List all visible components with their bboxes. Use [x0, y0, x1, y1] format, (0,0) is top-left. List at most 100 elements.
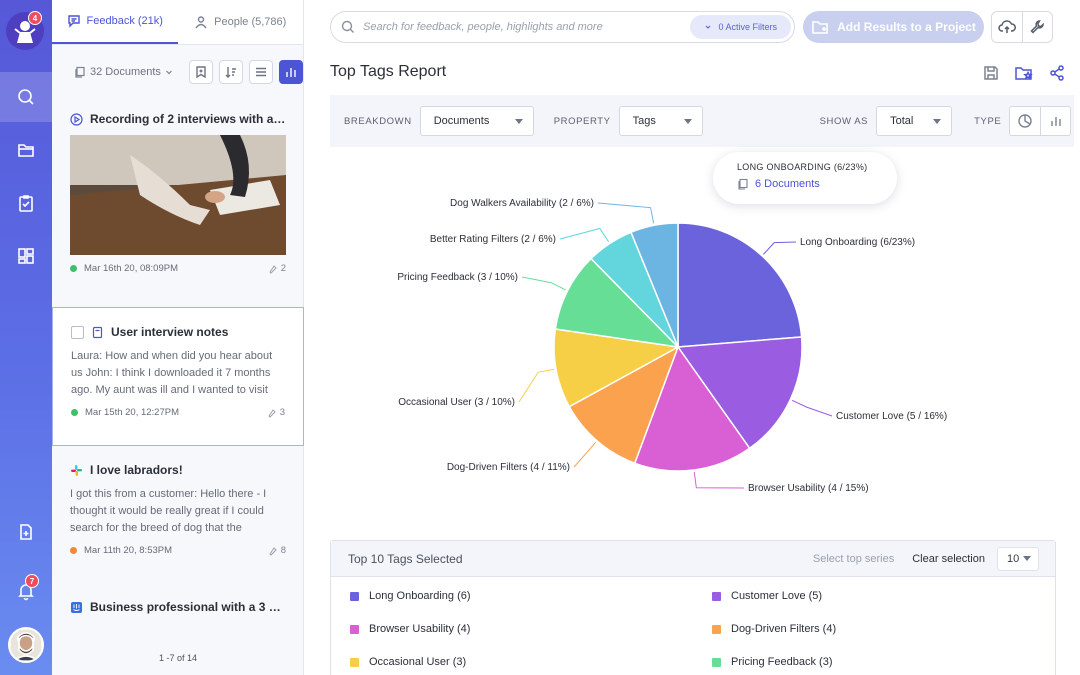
- pie-slice-occasional-user[interactable]: [553, 328, 681, 408]
- legend-item[interactable]: Occasional User (3): [350, 656, 466, 668]
- card-meta: Mar 11th 20, 8:53PM 8: [70, 545, 286, 556]
- property-label: PROPERTY: [553, 115, 611, 127]
- highlighter-icon: [268, 408, 276, 418]
- chart-view-button[interactable]: [278, 60, 303, 84]
- card-excerpt: I got this from a customer: Hello there …: [70, 488, 267, 534]
- save-report-button[interactable]: [982, 64, 1000, 85]
- show-as-value: Total: [890, 115, 914, 127]
- top-count-select[interactable]: 10: [997, 546, 1039, 571]
- pie-slice-long-onboarding[interactable]: [677, 222, 803, 348]
- legend-item[interactable]: Customer Love (5): [712, 590, 822, 602]
- interview-photo-icon: [70, 135, 286, 255]
- highlight-count-value: 2: [280, 263, 286, 274]
- folder-icon: [18, 144, 34, 157]
- legend-item[interactable]: Pricing Feedback (3): [712, 656, 833, 668]
- legend-item[interactable]: Dog-Driven Filters (4): [712, 623, 836, 635]
- list-item[interactable]: Recording of 2 interviews with ac... Mar…: [52, 112, 304, 302]
- add-to-project-button[interactable]: Add Results to a Project: [803, 11, 984, 43]
- select-top-series-button[interactable]: Select top series: [812, 552, 895, 565]
- legend-swatch: [350, 624, 359, 634]
- nav-dashboards[interactable]: [0, 231, 52, 281]
- legend-label: Dog-Driven Filters (4): [731, 623, 837, 635]
- settings-button[interactable]: [1021, 12, 1053, 42]
- chart-tooltip: LONG ONBOARDING (6/23%) 6 Documents: [713, 152, 897, 204]
- nav-search[interactable]: [0, 72, 52, 122]
- select-checkbox[interactable]: [71, 325, 84, 339]
- tab-people[interactable]: People (5,786): [178, 0, 304, 44]
- clipboard-icon: [19, 195, 33, 212]
- legend-swatch: [712, 657, 721, 667]
- legend-label: Pricing Feedback (3): [731, 656, 833, 668]
- pie-label: Dog Walkers Availability (2 / 6%): [450, 198, 594, 209]
- show-as-select[interactable]: Total: [876, 106, 953, 136]
- pagination-label: 1 -7 of 14: [158, 653, 198, 663]
- pie-slice-pricing-feedback[interactable]: [554, 257, 681, 349]
- share-button[interactable]: [1048, 64, 1066, 85]
- pie-leader-line: [518, 368, 555, 403]
- bar-type-button[interactable]: [1040, 107, 1070, 135]
- dashboard-icon: [18, 248, 34, 264]
- save-to-folder-button[interactable]: [1014, 64, 1034, 85]
- list-view-button[interactable]: [248, 60, 273, 84]
- nav-projects[interactable]: [0, 125, 52, 175]
- nav-add-integration[interactable]: [0, 507, 52, 557]
- chevron-down-icon: [166, 70, 172, 75]
- documents-dropdown[interactable]: 32 Documents: [74, 66, 173, 78]
- highlighter-icon: [269, 264, 277, 274]
- tooltip-documents-link[interactable]: 6 Documents: [737, 178, 897, 190]
- share-icon: [1050, 65, 1064, 81]
- pie-chart-icon: [1018, 114, 1033, 128]
- show-as-label: SHOW AS: [819, 115, 869, 127]
- list-item[interactable]: User interview notes Laura: How and when…: [52, 307, 304, 446]
- alerts-badge: 7: [25, 574, 39, 588]
- utility-buttons: [991, 11, 1053, 43]
- property-select[interactable]: Tags: [618, 106, 703, 136]
- legend-swatch: [712, 624, 721, 634]
- list-tabs: Feedback (21k) People (5,786): [52, 0, 303, 45]
- recording-thumbnail[interactable]: [70, 135, 286, 255]
- document-icon: [92, 326, 103, 338]
- card-title: I love labradors!: [90, 463, 183, 477]
- search-bar: 0 Active Filters: [330, 11, 795, 43]
- notifications-badge: 4: [28, 11, 42, 25]
- legend-label: Customer Love (5): [731, 590, 823, 602]
- documents-count: 32 Documents: [90, 66, 161, 78]
- list-item[interactable]: I love labradors! I got this from a cust…: [52, 463, 304, 581]
- caret-down-icon: [683, 118, 692, 124]
- nav-alerts[interactable]: [0, 566, 52, 616]
- user-avatar[interactable]: [8, 627, 44, 663]
- list-item[interactable]: Business professional with a 3 ye...: [52, 600, 304, 624]
- save-icon: [984, 66, 998, 80]
- upload-button[interactable]: [992, 12, 1022, 42]
- bookmark-button[interactable]: [188, 60, 213, 84]
- person-icon: [195, 16, 207, 29]
- documents-icon: [738, 178, 748, 190]
- clear-selection-button[interactable]: Clear selection: [912, 552, 985, 565]
- pie-slice-dog-driven-filters[interactable]: [568, 345, 680, 465]
- status-dot: [70, 547, 77, 554]
- pie-slice-browser-usability[interactable]: [633, 345, 751, 472]
- pie-leader-line: [597, 202, 655, 224]
- active-filters-label: 0 Active Filters: [718, 22, 777, 32]
- nav-documents[interactable]: [0, 178, 52, 228]
- search-input[interactable]: [363, 21, 683, 33]
- pie-slice-dog-walkers-availability[interactable]: [630, 222, 679, 348]
- breakdown-select[interactable]: Documents: [419, 106, 534, 136]
- legend-item[interactable]: Browser Usability (4): [350, 623, 470, 635]
- tooltip-title: LONG ONBOARDING (6/23%): [737, 162, 868, 172]
- card-date: Mar 16th 20, 08:09PM: [84, 263, 178, 274]
- tab-feedback[interactable]: Feedback (21k): [52, 0, 178, 44]
- folder-add-icon: [812, 21, 828, 34]
- status-dot: [71, 409, 78, 416]
- pie-type-button[interactable]: [1010, 107, 1040, 135]
- highlight-count-value: 3: [279, 407, 285, 418]
- mascot-icon: [14, 21, 36, 43]
- breakdown-label: BREAKDOWN: [344, 115, 412, 127]
- legend-item[interactable]: Long Onboarding (6): [350, 590, 471, 602]
- active-filters-button[interactable]: 0 Active Filters: [690, 15, 791, 39]
- sort-button[interactable]: [218, 60, 243, 84]
- cloud-upload-icon: [998, 20, 1016, 33]
- pie-slice-customer-love[interactable]: [676, 336, 803, 450]
- legend-swatch: [350, 657, 359, 667]
- caret-down-icon: [514, 118, 523, 124]
